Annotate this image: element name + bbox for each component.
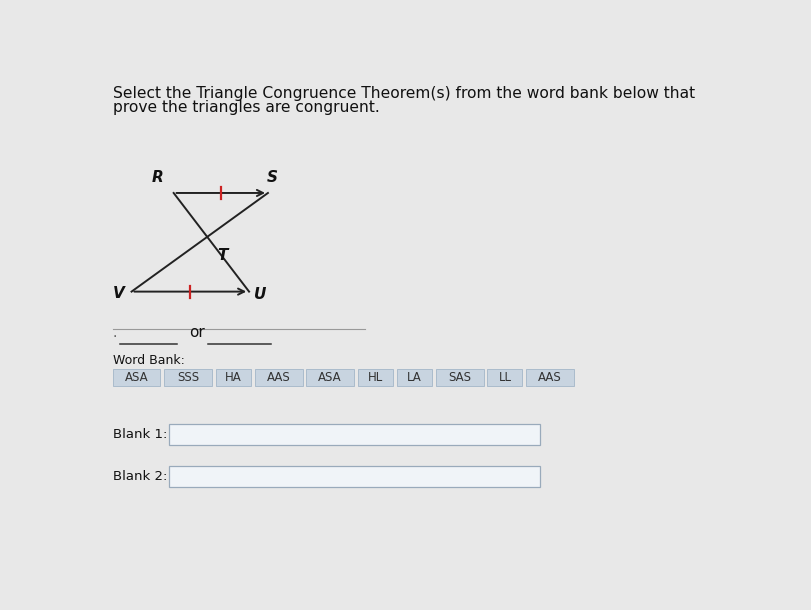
FancyBboxPatch shape: [113, 369, 161, 386]
Text: prove the triangles are congruent.: prove the triangles are congruent.: [113, 101, 380, 115]
Text: T: T: [217, 248, 228, 263]
Text: U: U: [254, 287, 266, 303]
FancyBboxPatch shape: [255, 369, 303, 386]
FancyBboxPatch shape: [487, 369, 522, 386]
Text: LL: LL: [499, 371, 512, 384]
Text: or: or: [190, 326, 205, 340]
Text: HA: HA: [225, 371, 242, 384]
Text: SAS: SAS: [448, 371, 471, 384]
Text: LA: LA: [407, 371, 422, 384]
FancyBboxPatch shape: [358, 369, 393, 386]
FancyBboxPatch shape: [526, 369, 574, 386]
Text: AAS: AAS: [267, 371, 290, 384]
FancyBboxPatch shape: [216, 369, 251, 386]
FancyBboxPatch shape: [169, 423, 540, 445]
FancyBboxPatch shape: [397, 369, 432, 386]
FancyBboxPatch shape: [169, 466, 540, 487]
Text: Select the Triangle Congruence Theorem(s) from the word bank below that: Select the Triangle Congruence Theorem(s…: [113, 87, 695, 101]
FancyBboxPatch shape: [307, 369, 354, 386]
Text: R: R: [152, 170, 164, 184]
Text: Blank 2:: Blank 2:: [113, 470, 167, 483]
Text: .: .: [113, 326, 117, 340]
FancyBboxPatch shape: [164, 369, 212, 386]
Text: AAS: AAS: [539, 371, 562, 384]
Text: V: V: [113, 287, 125, 301]
Text: HL: HL: [367, 371, 383, 384]
Text: Blank 1:: Blank 1:: [113, 428, 167, 441]
Text: Word Bank:: Word Bank:: [113, 354, 185, 367]
Text: S: S: [267, 170, 278, 184]
FancyBboxPatch shape: [436, 369, 483, 386]
Text: SSS: SSS: [177, 371, 200, 384]
Text: ASA: ASA: [125, 371, 148, 384]
Text: ASA: ASA: [319, 371, 342, 384]
